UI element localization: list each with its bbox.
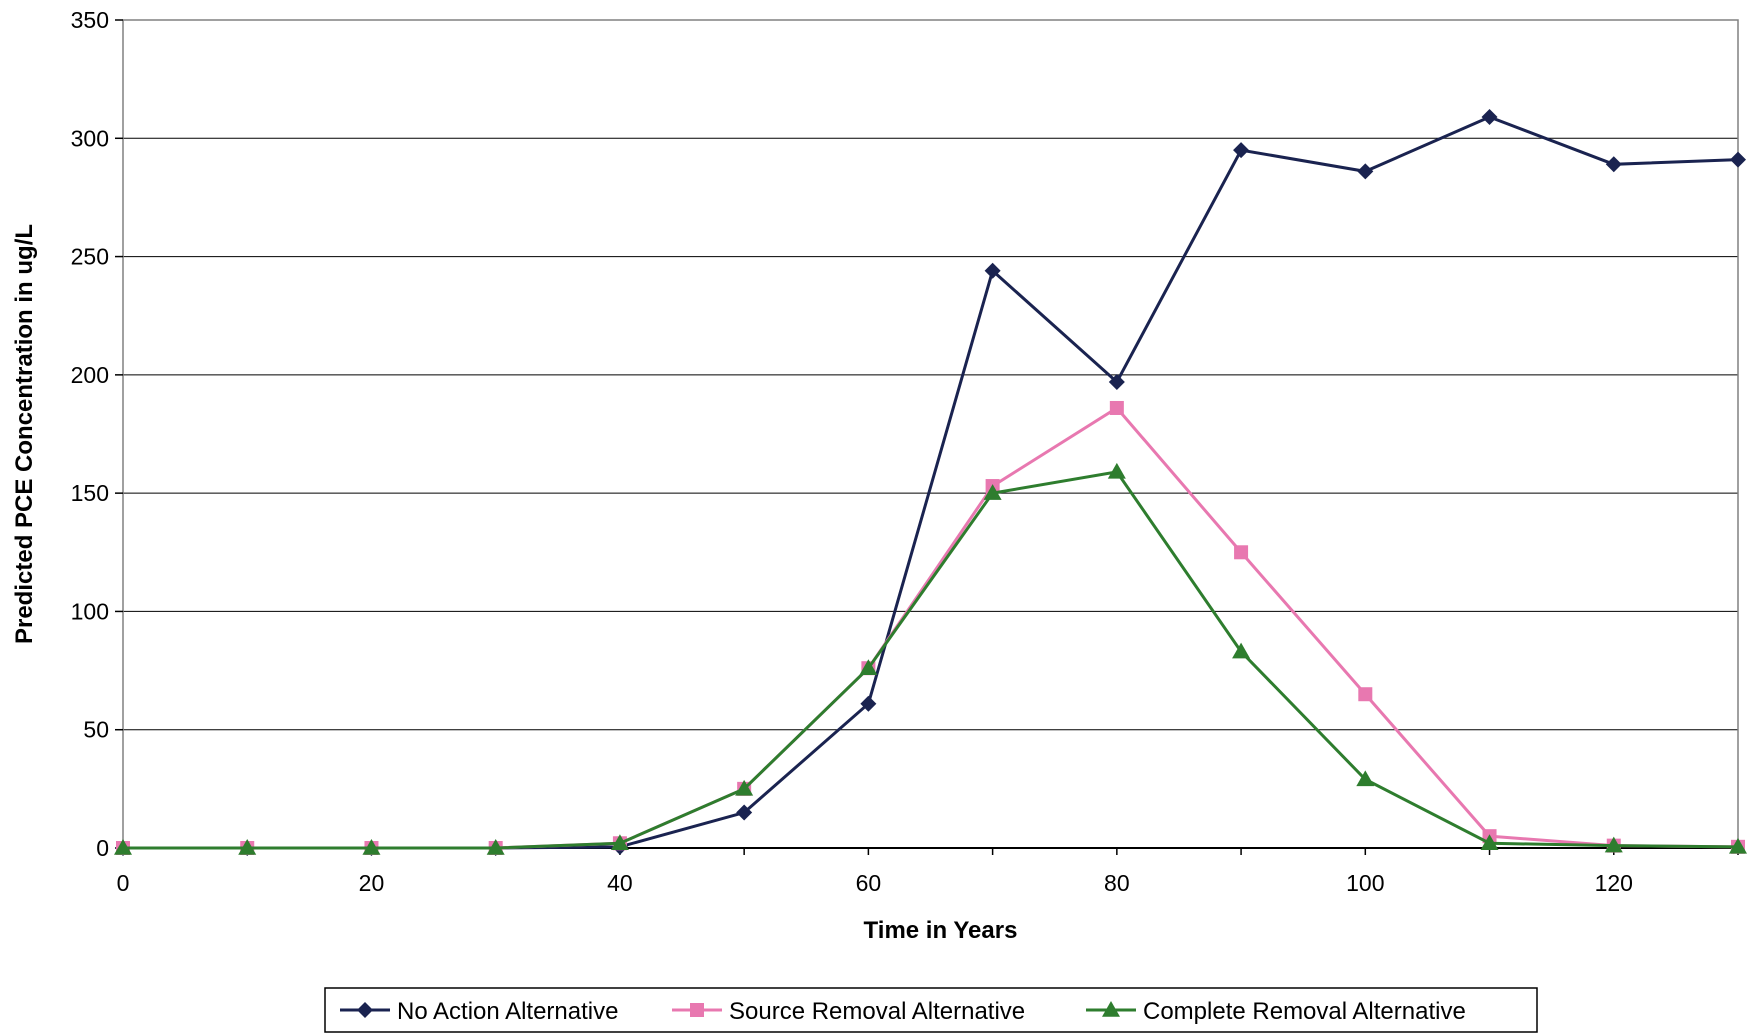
x-tick-label: 120	[1595, 870, 1633, 896]
data-point	[1729, 837, 1747, 854]
data-point	[736, 804, 753, 821]
legend-label: Source Removal Alternative	[729, 998, 1025, 1025]
data-point	[735, 779, 754, 796]
series-1	[115, 108, 1746, 856]
legend-label: No Action Alternative	[397, 998, 618, 1025]
legend-marker	[357, 1002, 373, 1018]
data-point	[1356, 770, 1375, 787]
data-point	[486, 839, 505, 855]
data-point	[1481, 108, 1498, 125]
legend-entry: No Action Alternative	[340, 998, 618, 1025]
data-point	[1108, 373, 1125, 390]
data-point	[238, 839, 257, 855]
y-tick-label: 50	[83, 717, 109, 743]
y-axis-title: Predicted PCE Concentration in ug/L	[11, 224, 38, 644]
data-point	[984, 262, 1001, 279]
x-axis-title: Time in Years	[864, 917, 1018, 944]
x-tick-label: 100	[1346, 870, 1384, 896]
legend-marker	[690, 1003, 704, 1017]
x-tick-label: 0	[117, 870, 130, 896]
series-layer	[114, 108, 1747, 856]
y-tick-label: 250	[71, 244, 109, 270]
data-point	[983, 484, 1002, 500]
y-tick-label: 300	[71, 125, 109, 151]
data-point	[1232, 642, 1251, 659]
x-tick-label: 40	[607, 870, 633, 896]
y-axis: 0 50 100 150 200 250 300 350	[71, 7, 123, 861]
series-line	[123, 470, 1739, 850]
gridlines	[123, 19, 1738, 731]
data-point	[1730, 151, 1746, 168]
y-tick-label: 350	[71, 7, 109, 33]
legend-entry: Source Removal Alternative	[672, 998, 1025, 1025]
legend-label: Complete Removal Alternative	[1143, 998, 1466, 1025]
data-point	[1604, 836, 1623, 853]
data-point	[1234, 545, 1249, 560]
y-tick-label: 100	[71, 598, 109, 624]
data-point	[1357, 163, 1374, 180]
legend: No Action Alternative Source Removal Alte…	[324, 987, 1538, 1033]
x-tick-label: 20	[359, 870, 385, 896]
data-point	[1107, 462, 1126, 479]
y-tick-label: 200	[71, 362, 109, 388]
data-point	[1480, 834, 1499, 851]
x-tick-label: 60	[856, 870, 882, 896]
data-point	[610, 834, 629, 851]
data-point	[860, 695, 877, 712]
data-point	[114, 839, 132, 855]
y-tick-label: 0	[96, 835, 109, 861]
legend-marker	[1102, 1001, 1120, 1017]
data-point	[362, 839, 381, 855]
plot-frame	[122, 19, 1739, 849]
data-point	[859, 659, 878, 675]
data-point	[1109, 400, 1124, 415]
legend-entry: Complete Removal Alternative	[1086, 998, 1466, 1025]
series-2	[116, 400, 1745, 855]
series-3	[114, 462, 1747, 855]
data-point	[1233, 142, 1250, 159]
data-point	[1605, 156, 1622, 173]
legend-box	[324, 987, 1538, 1033]
series-line	[123, 115, 1739, 850]
data-point	[1358, 687, 1373, 702]
x-tick-label: 80	[1104, 870, 1130, 896]
series-line	[123, 406, 1739, 850]
y-tick-label: 150	[71, 480, 109, 506]
x-axis: 0 20 40 60 80 100 120	[117, 848, 1739, 896]
